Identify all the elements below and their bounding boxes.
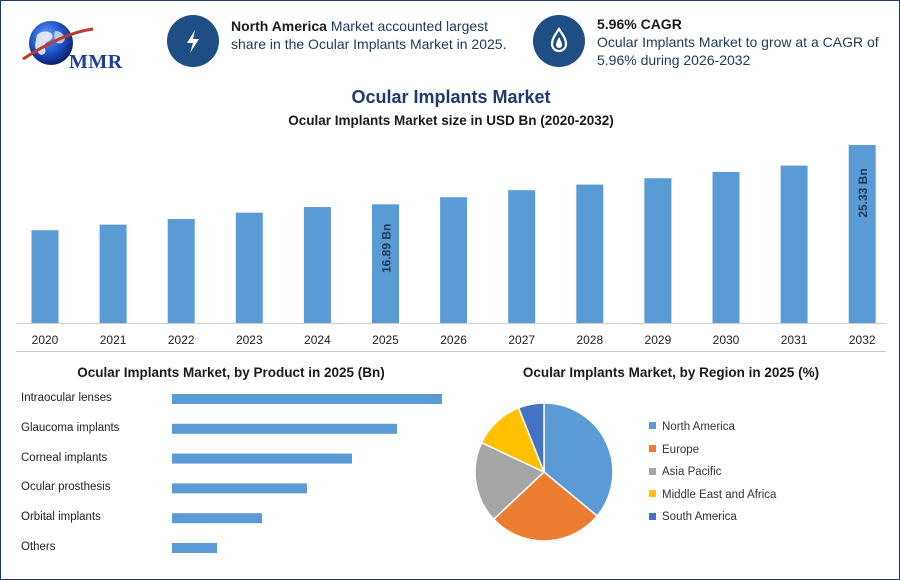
x-tick-label: 2026 bbox=[440, 333, 467, 347]
x-tick-label: 2030 bbox=[713, 333, 740, 347]
highlight-bold: 5.96% CAGR bbox=[597, 16, 682, 32]
data-label: 25.33 Bn bbox=[856, 168, 870, 217]
bar-2026 bbox=[440, 197, 468, 323]
pie-slice bbox=[474, 441, 546, 521]
bar-2025 bbox=[372, 204, 399, 323]
product-label: Ocular prosthesis bbox=[21, 481, 111, 494]
product-bar bbox=[172, 453, 352, 464]
product-label: Glaucoma implants bbox=[21, 421, 120, 434]
section-divider bbox=[16, 351, 886, 352]
product-label: Intraocular lenses bbox=[21, 392, 112, 404]
legend-label: North America bbox=[662, 421, 735, 433]
region-pie-chart bbox=[474, 402, 614, 542]
x-tick-label: 2025 bbox=[372, 333, 399, 347]
market-size-bar-chart: 2020 2021 2022 2023 2024 2025 16.89 Bn 2026 2027… bbox=[16, 145, 886, 347]
product-label: Orbital implants bbox=[21, 511, 101, 524]
pie-slice bbox=[492, 471, 599, 542]
bar-2030 bbox=[712, 171, 740, 323]
highlight-cagr: 5.96% CAGR Ocular Implants Market to gro… bbox=[597, 15, 887, 69]
product-bar-chart bbox=[172, 394, 442, 553]
bar-2020 bbox=[31, 230, 59, 323]
legend-item: Asia Pacific bbox=[649, 466, 721, 480]
pie-slice bbox=[543, 402, 614, 518]
legend-label: Asia Pacific bbox=[662, 466, 722, 479]
bar-2029 bbox=[644, 178, 672, 323]
legend-swatch bbox=[649, 445, 656, 453]
legend-swatch bbox=[649, 512, 656, 520]
x-tick-label: 2023 bbox=[236, 333, 263, 347]
legend-label: Europe bbox=[662, 443, 700, 456]
x-tick-label: 2031 bbox=[781, 333, 808, 347]
bar-2022 bbox=[167, 218, 195, 323]
legend-swatch bbox=[649, 490, 656, 498]
x-tick-label: 2028 bbox=[576, 333, 603, 347]
bar-2023 bbox=[235, 212, 263, 323]
legend-label: South America bbox=[662, 511, 737, 524]
x-tick-label: 2029 bbox=[645, 333, 672, 347]
lightning-icon bbox=[167, 15, 219, 67]
legend-label: Middle East and Africa bbox=[662, 488, 777, 501]
growth-icon bbox=[533, 15, 585, 67]
x-tick-label: 2027 bbox=[508, 333, 535, 347]
product-chart-title: Ocular Implants Market, by Product in 20… bbox=[77, 365, 385, 380]
legend-item: South America bbox=[649, 511, 737, 525]
pie-slice bbox=[517, 402, 545, 473]
highlight-text: Ocular Implants Market to grow at a CAGR… bbox=[597, 34, 879, 68]
market-size-chart-title: Ocular Implants Market size in USD Bn (2… bbox=[288, 113, 614, 128]
product-bar bbox=[172, 483, 307, 494]
legend-swatch bbox=[649, 467, 656, 475]
product-bar bbox=[172, 394, 442, 404]
logo-text: MMR bbox=[69, 51, 123, 73]
legend-item: Middle East and Africa bbox=[649, 489, 776, 503]
bar-2031 bbox=[780, 165, 808, 323]
bar-2032 bbox=[848, 145, 876, 323]
region-chart-title: Ocular Implants Market, by Region in 202… bbox=[522, 365, 820, 380]
x-tick-label: 2032 bbox=[849, 333, 876, 347]
main-title: Ocular Implants Market bbox=[351, 87, 551, 107]
product-label: Others bbox=[21, 541, 56, 553]
bar-2021 bbox=[99, 224, 127, 323]
product-bar bbox=[172, 543, 217, 553]
highlight-text: Market accounted largest share in the Oc… bbox=[231, 18, 507, 52]
legend-item: North America bbox=[649, 421, 735, 435]
bar-2028 bbox=[576, 184, 604, 323]
x-tick-label: 2021 bbox=[100, 333, 127, 347]
x-tick-label: 2024 bbox=[304, 333, 331, 347]
product-label: Corneal implants bbox=[21, 451, 108, 464]
product-bar bbox=[172, 423, 397, 434]
legend-swatch bbox=[649, 422, 656, 430]
highlight-north-america: North America Market accounted largest s… bbox=[231, 17, 521, 53]
x-tick-label: 2022 bbox=[168, 333, 195, 347]
data-label: 16.89 Bn bbox=[380, 224, 394, 273]
bar-2027 bbox=[508, 190, 536, 323]
legend-item: Europe bbox=[649, 444, 699, 458]
bar-2024 bbox=[303, 207, 331, 323]
highlight-bold: North America bbox=[231, 18, 327, 34]
mmr-logo bbox=[19, 19, 139, 79]
product-bar bbox=[172, 513, 262, 524]
x-tick-label: 2020 bbox=[32, 333, 59, 347]
